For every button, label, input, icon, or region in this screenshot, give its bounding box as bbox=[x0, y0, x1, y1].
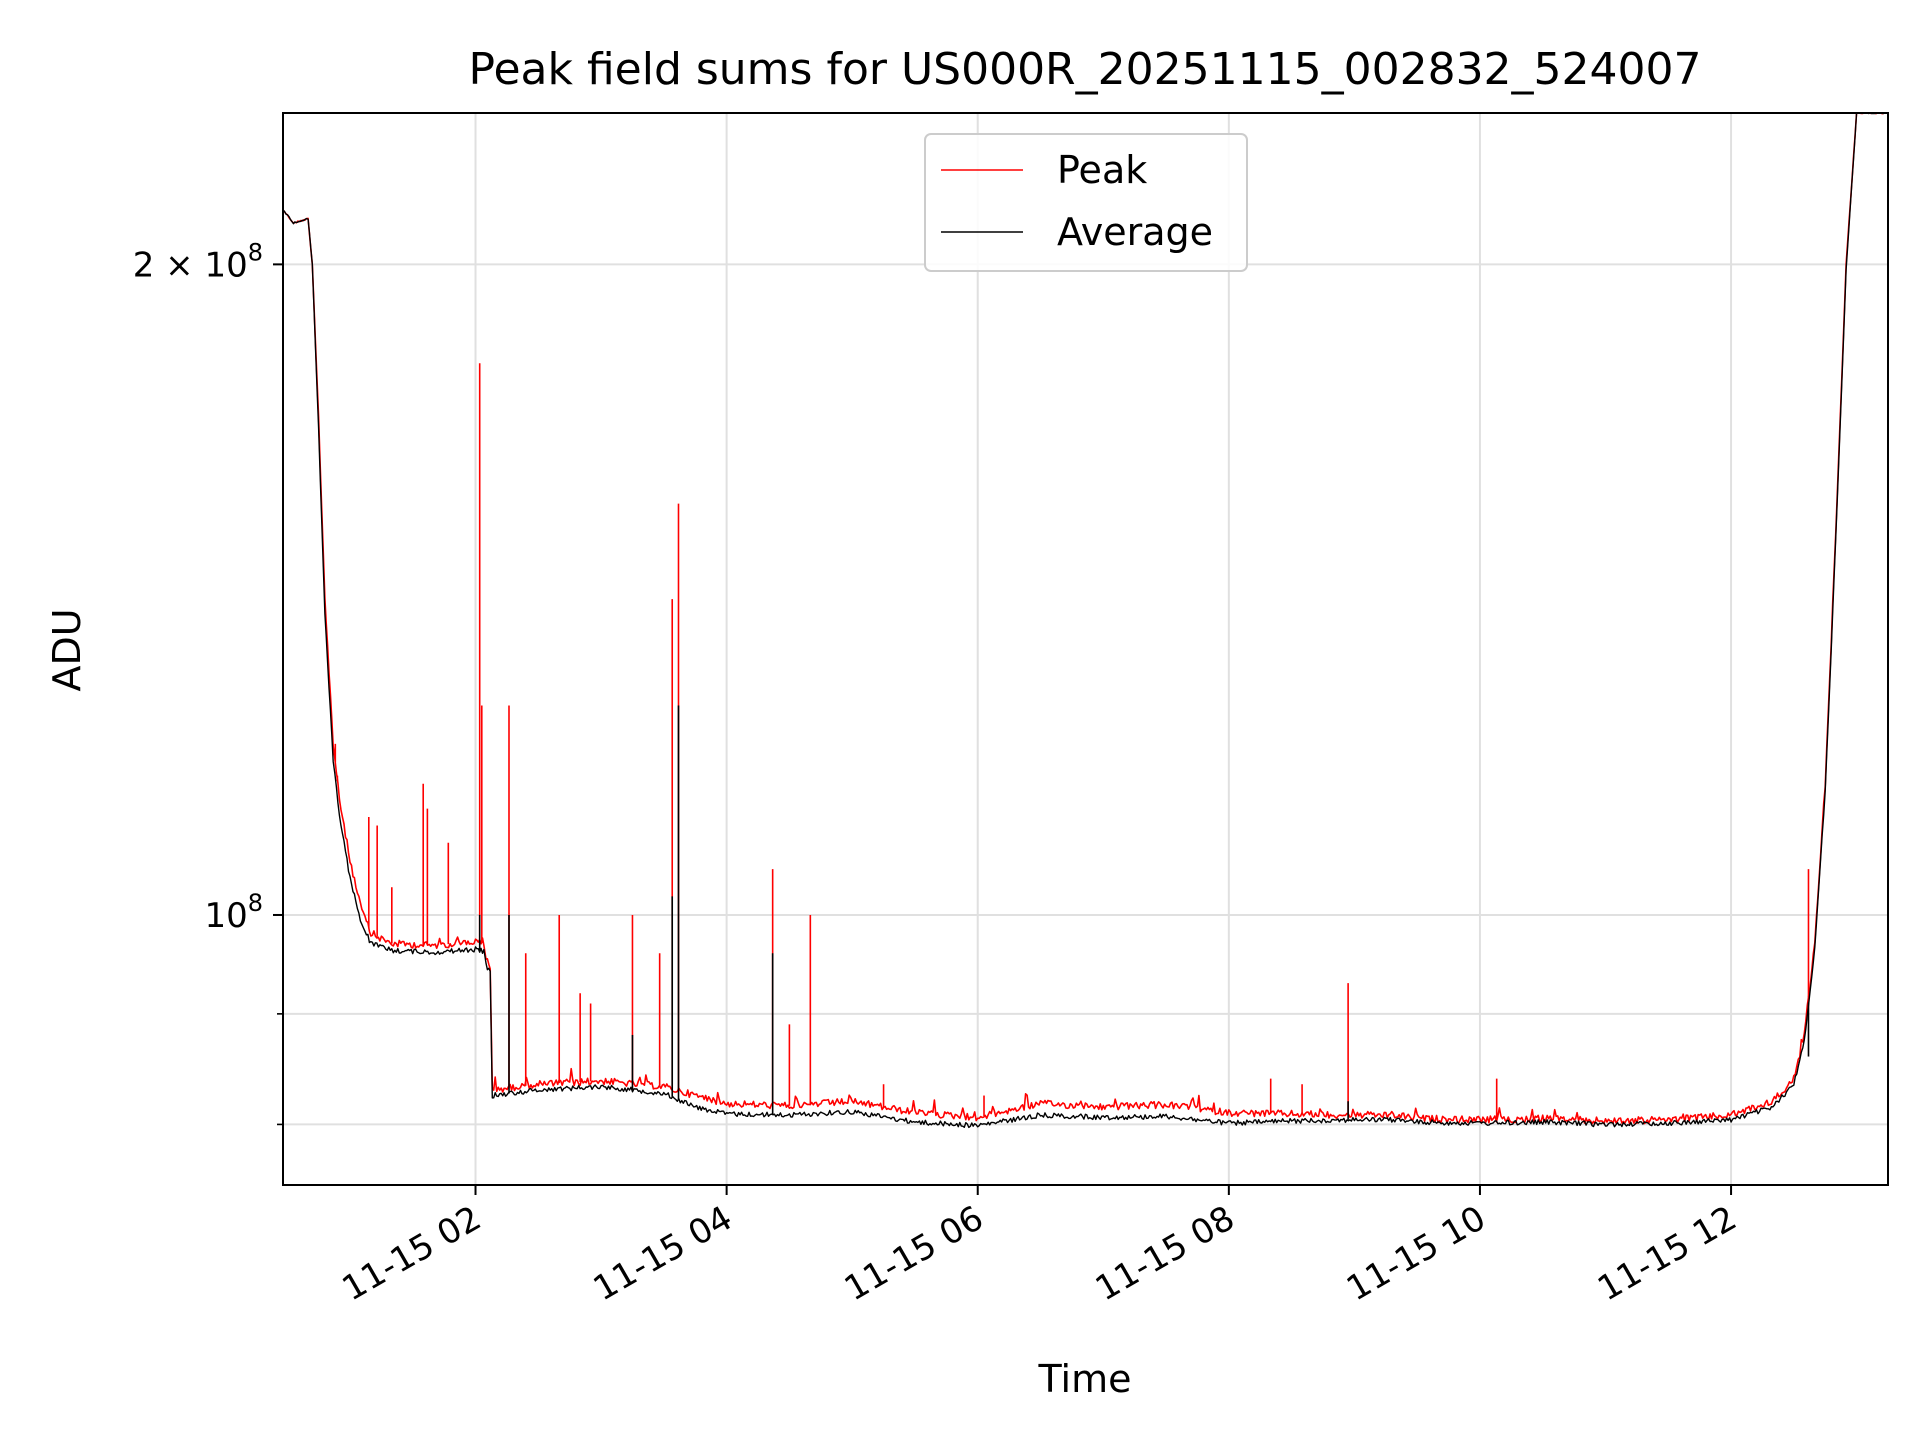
legend-label-peak: Peak bbox=[1057, 148, 1147, 192]
series-average bbox=[283, 113, 1888, 1129]
legend-label-average: Average bbox=[1057, 210, 1213, 254]
series-layer bbox=[283, 113, 1888, 1129]
y-tick-label: 2 × 108 bbox=[133, 238, 263, 285]
series-peak bbox=[283, 113, 1888, 1125]
plot-area bbox=[283, 113, 1888, 1129]
plot-frame bbox=[282, 112, 1889, 1186]
x-axis-label: Time bbox=[1038, 1357, 1132, 1401]
legend-box bbox=[924, 133, 1248, 272]
series-line-average bbox=[283, 113, 1888, 1129]
legend: Peak Average bbox=[924, 133, 1248, 272]
y-tick-label: 108 bbox=[204, 889, 263, 936]
chart-title: Peak field sums for US000R_20251115_0028… bbox=[468, 44, 1701, 95]
y-axis-label: ADU bbox=[45, 608, 89, 691]
grid-lines bbox=[283, 113, 1888, 1185]
series-line-peak bbox=[283, 113, 1888, 1125]
